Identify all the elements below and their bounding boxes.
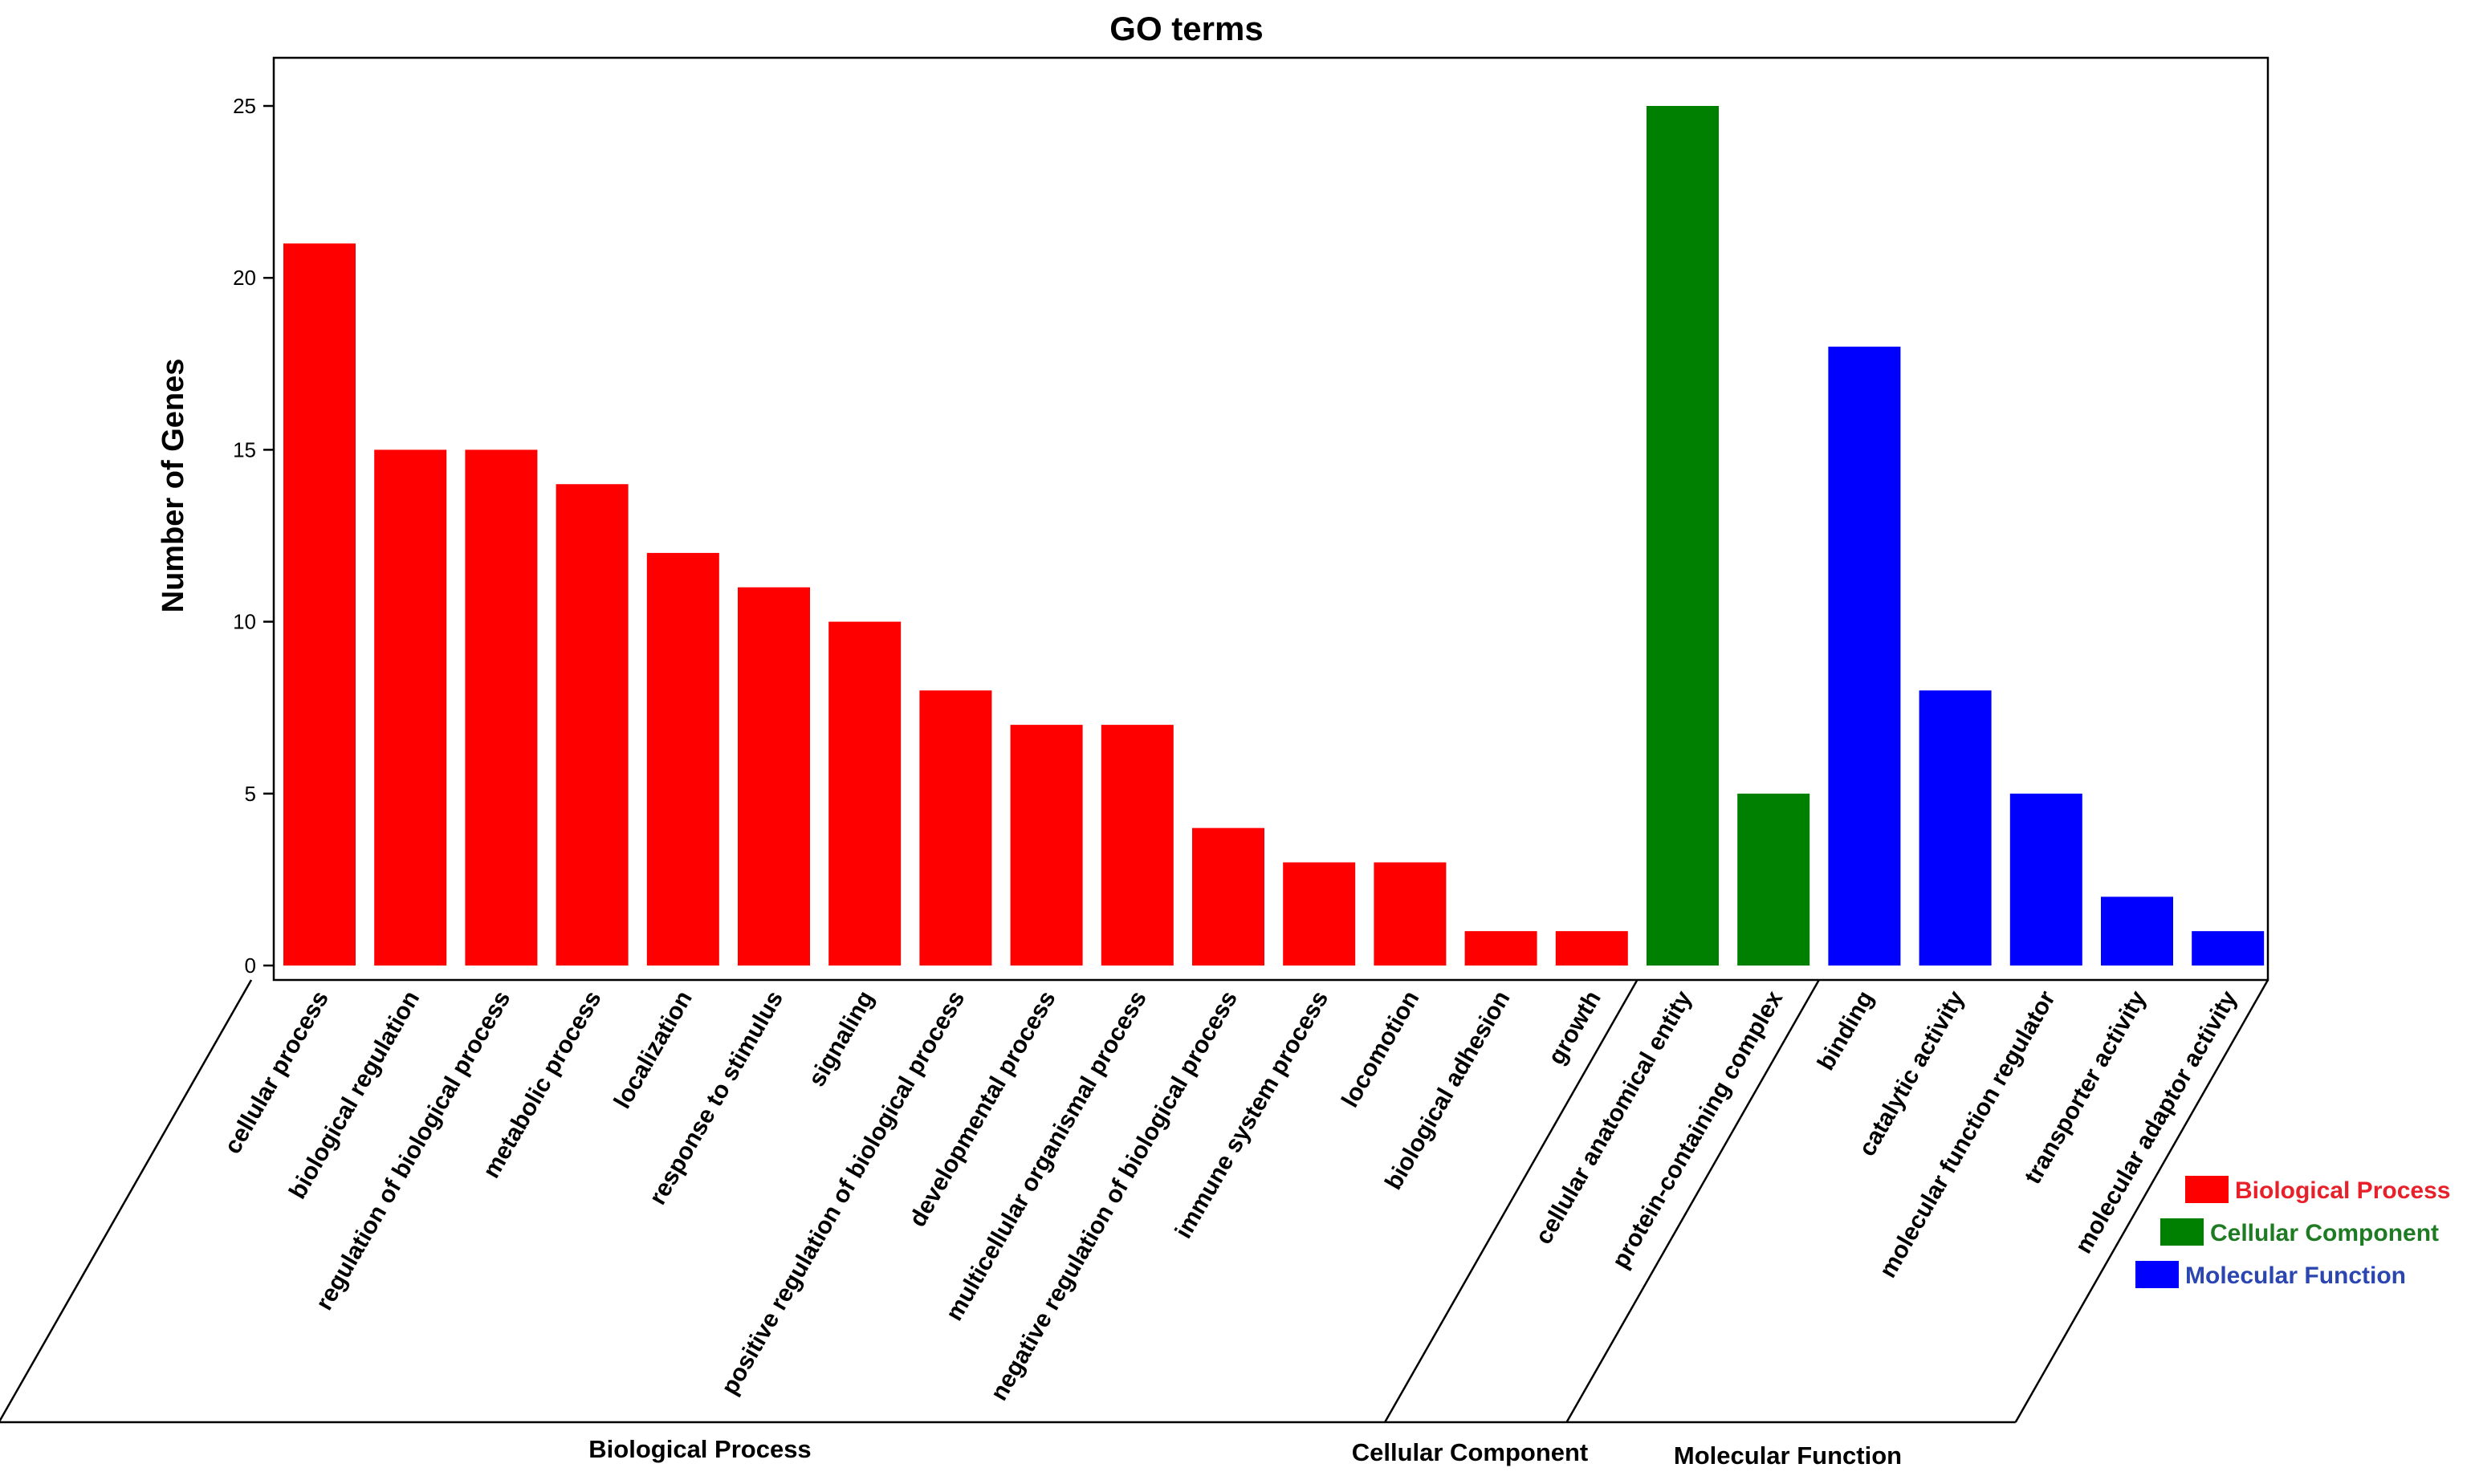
legend-label-molecular-function: Molecular Function (2185, 1262, 2406, 1289)
bar-metabolic-process (556, 484, 629, 966)
bar-protein-containing-complex (1737, 793, 1810, 966)
x-tick-label-localization: localization (609, 986, 698, 1113)
bar-response-to-stimulus (738, 587, 810, 966)
x-tick-label-immune-system-process: immune system process (1170, 986, 1334, 1243)
x-tick-label-multicellular-organismal-process: multicellular organismal process (941, 986, 1152, 1325)
group-label-molecular-function: Molecular Function (1674, 1441, 1902, 1470)
y-tick-label: 20 (233, 266, 256, 290)
y-tick-label: 0 (245, 953, 256, 978)
bar-molecular-function-regulator (2009, 793, 2082, 966)
bar-regulation-of-biological-process (465, 449, 538, 966)
bar-series (283, 106, 2265, 966)
x-tick-label-cellular-anatomical-entity: cellular anatomical entity (1530, 986, 1697, 1249)
bar-growth (1555, 931, 1628, 966)
group-bracket-line (2014, 979, 2269, 1423)
bar-biological-regulation (374, 449, 447, 966)
group-bracket-line (1565, 979, 1820, 1423)
group-bracket-line (1384, 979, 1638, 1423)
legend: Biological Process Cellular Component Mole… (2135, 1176, 2450, 1289)
group-brackets: Biological Process Cellular Component Mole… (0, 979, 2269, 1470)
x-tick-label-protein-containing-complex: protein-containing complex (1607, 986, 1788, 1273)
y-tick-label: 25 (233, 94, 256, 118)
bar-signaling (828, 621, 902, 966)
bar-localization (646, 552, 719, 966)
chart-title: GO terms (1109, 10, 1263, 47)
x-tick-label-growth: growth (1543, 986, 1606, 1069)
legend-swatch-biological-process (2185, 1176, 2229, 1203)
x-tick-label-locomotion: locomotion (1337, 986, 1424, 1112)
x-tick-label-molecular-function-regulator: molecular function regulator (1875, 986, 2061, 1283)
bar-locomotion (1374, 862, 1447, 966)
group-bracket-line (0, 979, 253, 1423)
legend-swatch-molecular-function (2135, 1261, 2179, 1288)
bar-multicellular-organismal-process (1101, 725, 1174, 966)
x-tick-label-binding: binding (1813, 986, 1879, 1075)
x-tick-label-signaling: signaling (804, 986, 879, 1092)
bar-developmental-process (1010, 725, 1083, 966)
x-tick-label-molecular-adaptor-activity: molecular adaptor activity (2070, 986, 2243, 1258)
bar-catalytic-activity (1919, 690, 1992, 966)
y-axis-title: Number of Genes (157, 359, 190, 613)
bar-binding (1828, 346, 1901, 966)
legend-label-biological-process: Biological Process (2235, 1177, 2450, 1204)
group-label-cellular-component: Cellular Component (1352, 1438, 1589, 1466)
y-axis: 0 5 10 15 20 25 (233, 94, 274, 978)
plot-frame (272, 56, 2269, 982)
bar-biological-adhesion (1464, 931, 1537, 966)
legend-swatch-cellular-component (2160, 1218, 2204, 1246)
bar-negative-regulation-of-biological-process (1192, 827, 1264, 966)
bar-cellular-anatomical-entity (1647, 106, 1719, 966)
y-tick-label: 10 (233, 610, 256, 634)
bar-molecular-adaptor-activity (2192, 931, 2265, 966)
group-label-biological-process: Biological Process (588, 1435, 811, 1463)
x-tick-label-regulation-of-biological-process: regulation of biological process (311, 986, 515, 1315)
bar-cellular-process (283, 243, 356, 966)
y-tick-label: 5 (245, 782, 256, 806)
bar-immune-system-process (1283, 862, 1356, 966)
bar-positive-regulation-of-biological-process (919, 690, 992, 966)
y-tick-label: 15 (233, 437, 256, 461)
legend-label-cellular-component: Cellular Component (2210, 1220, 2439, 1246)
bar-transporter-activity (2101, 896, 2173, 966)
